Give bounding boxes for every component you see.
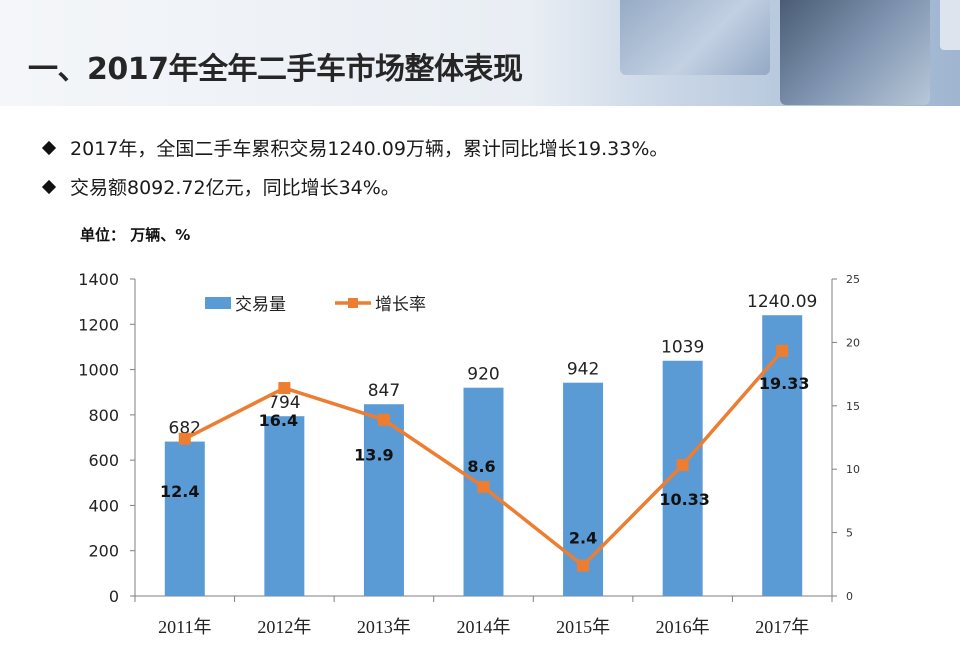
left-tick-label: 1000 xyxy=(78,361,119,380)
right-tick-label: 10 xyxy=(846,463,860,476)
bar-2017年 xyxy=(762,315,803,596)
bar-value-label: 847 xyxy=(368,381,400,401)
growth-rate-marker xyxy=(377,413,390,426)
bullet-item: 交易额8092.72亿元，同比增长34%。 xyxy=(41,173,400,200)
right-tick-label: 25 xyxy=(846,273,860,286)
x-tick-label: 2012年 xyxy=(257,617,311,637)
growth-rate-marker xyxy=(477,480,490,493)
right-tick-label: 15 xyxy=(846,400,860,413)
x-tick-label: 2016年 xyxy=(656,617,710,637)
bullet-text: 交易额8092.72亿元，同比增长34%。 xyxy=(70,177,400,199)
bar-2013年 xyxy=(363,404,404,596)
legend-line-label: 增长率 xyxy=(375,295,426,315)
growth-rate-label: 8.6 xyxy=(467,457,495,476)
bar-2011年 xyxy=(164,441,205,596)
growth-rate-label: 16.4 xyxy=(259,411,298,430)
legend-bar-swatch xyxy=(205,297,231,309)
bullet-item: 2017年，全国二手车累积交易1240.09万辆，累计同比增长19.33%。 xyxy=(41,134,669,161)
right-tick-label: 20 xyxy=(846,336,860,349)
x-tick-label: 2011年 xyxy=(158,617,211,637)
left-tick-label: 1400 xyxy=(78,270,119,289)
x-tick-label: 2014年 xyxy=(457,617,511,637)
bar-value-label: 1240.09 xyxy=(747,292,817,312)
x-tick-label: 2013年 xyxy=(357,617,411,637)
right-tick-label: 0 xyxy=(846,590,853,603)
bar-value-label: 1039 xyxy=(661,338,704,358)
growth-rate-label: 19.33 xyxy=(759,374,810,393)
header-decoration xyxy=(620,0,770,75)
growth-rate-label: 12.4 xyxy=(160,482,199,501)
bar-value-label: 942 xyxy=(567,360,599,380)
growth-rate-label: 13.9 xyxy=(354,446,393,465)
growth-rate-label: 10.33 xyxy=(659,490,710,509)
unit-label: 单位： 万辆、% xyxy=(80,226,191,244)
x-tick-label: 2017年 xyxy=(755,617,809,637)
left-tick-label: 400 xyxy=(88,496,119,515)
header-decoration xyxy=(780,0,930,105)
growth-rate-marker xyxy=(278,382,291,395)
header-banner: 一、2017年全年二手车市场整体表现 xyxy=(0,0,960,106)
growth-rate-marker xyxy=(776,344,789,357)
growth-rate-marker xyxy=(178,432,191,445)
bullet-text: 2017年，全国二手车累积交易1240.09万辆，累计同比增长19.33%。 xyxy=(70,138,669,160)
left-tick-label: 800 xyxy=(88,406,119,425)
left-tick-label: 200 xyxy=(88,542,119,561)
left-tick-label: 0 xyxy=(109,587,119,606)
page-title: 一、2017年全年二手车市场整体表现 xyxy=(28,52,523,87)
x-tick-label: 2015年 xyxy=(556,617,610,637)
legend-bar-label: 交易量 xyxy=(235,295,286,315)
bar-2012年 xyxy=(264,416,305,596)
growth-rate-label: 2.4 xyxy=(569,529,597,548)
header-decoration xyxy=(940,0,960,50)
legend-line-marker xyxy=(348,298,358,308)
right-tick-label: 5 xyxy=(846,527,853,540)
left-tick-label: 1200 xyxy=(78,315,119,334)
left-tick-label: 600 xyxy=(88,451,119,470)
bar-value-label: 920 xyxy=(467,365,499,385)
bar-value-label: 794 xyxy=(268,393,300,413)
growth-rate-marker xyxy=(577,559,590,572)
growth-rate-marker xyxy=(676,459,689,472)
